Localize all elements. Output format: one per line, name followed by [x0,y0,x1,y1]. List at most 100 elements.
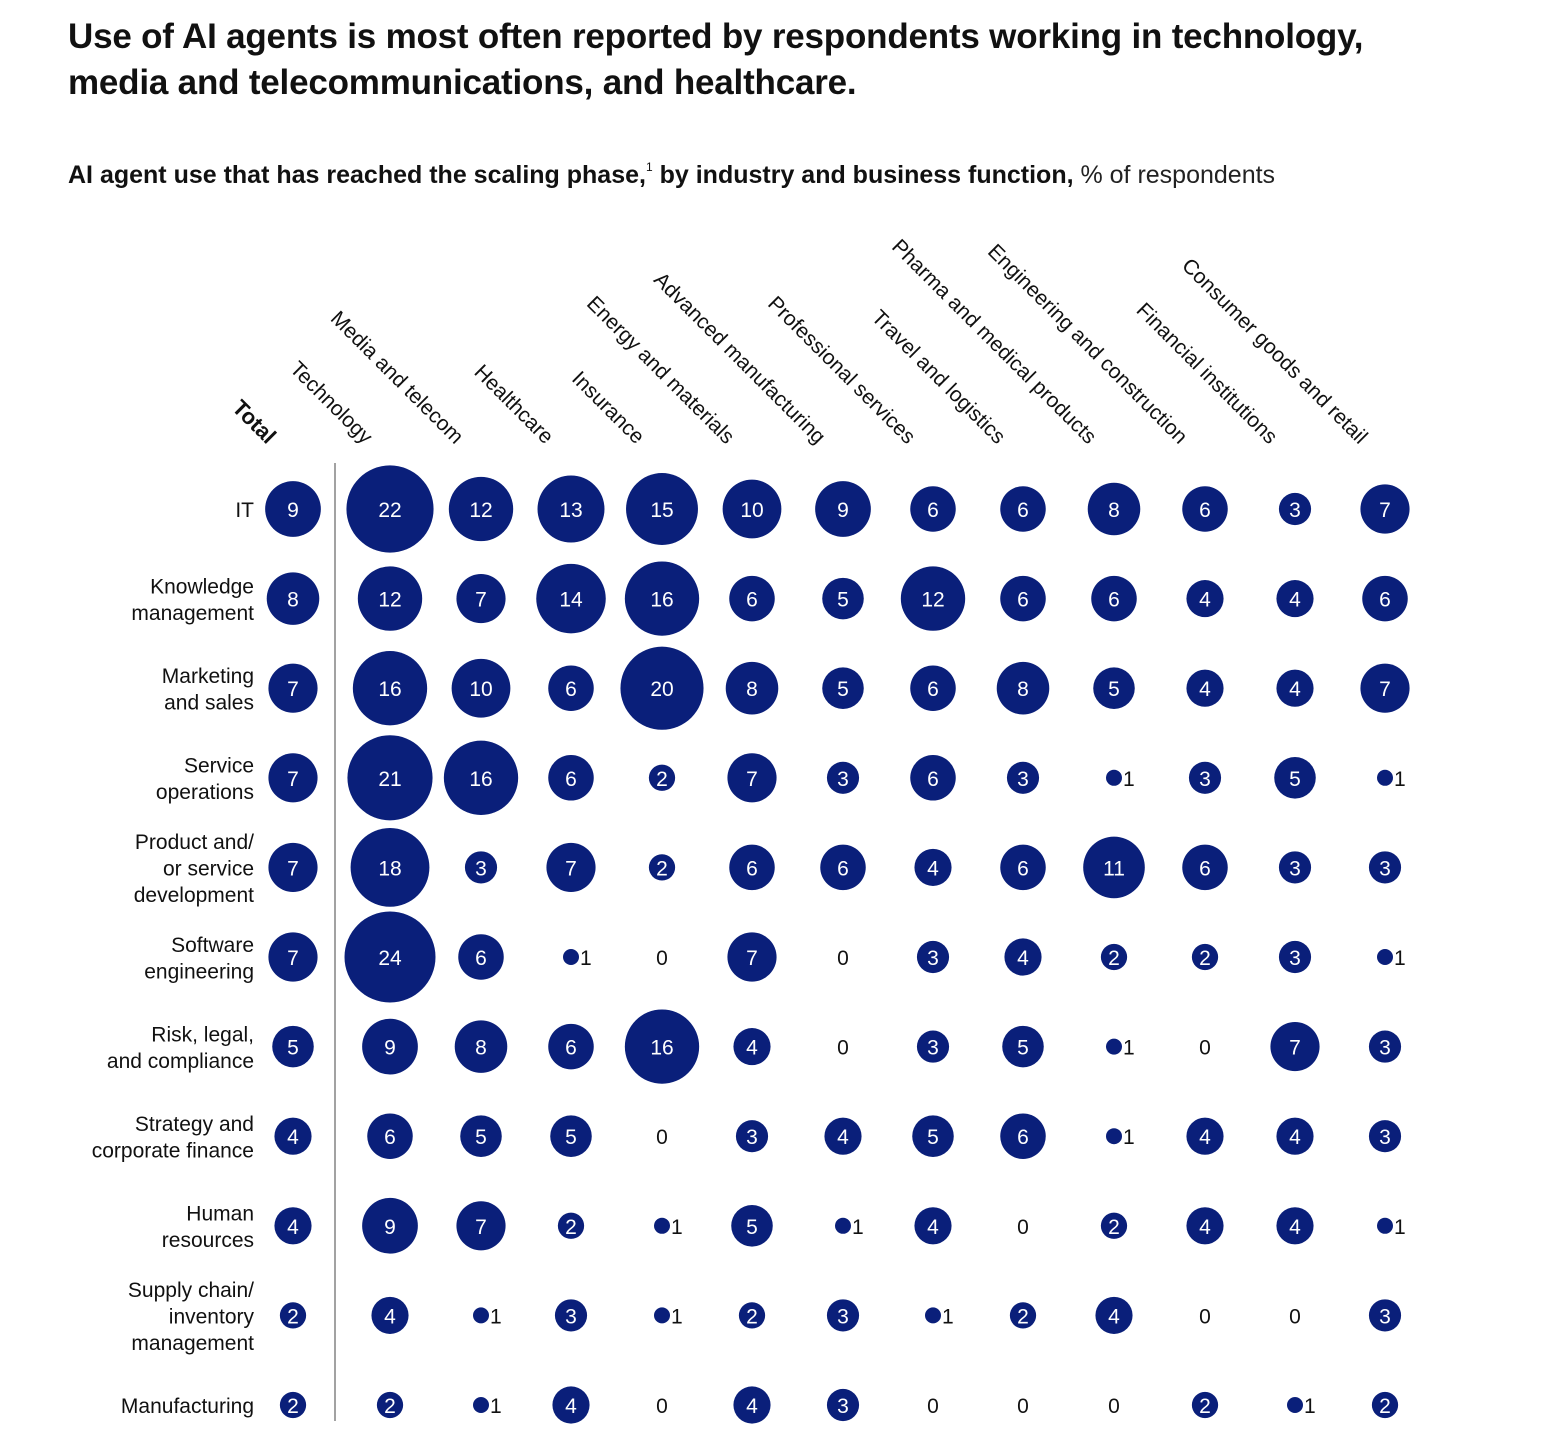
cell-value-it-engineering-and-construction: 6 [1199,499,1211,522]
bubble-supply-chain-inventory-management-advanced-manufacturing [826,1299,860,1332]
cell-value-strategy-and-corporate-finance-healthcare: 5 [565,1126,577,1149]
cell-value-marketing-and-sales-insurance: 20 [650,678,673,701]
bubble-manufacturing-healthcare [552,1386,590,1424]
bubble-knowledge-management-travel-and-logistics [1000,575,1046,622]
cell-value-knowledge-management-professional-services: 12 [921,589,944,612]
cell-value-manufacturing-pharma-and-medical-products: 0 [1108,1395,1120,1418]
bubble-strategy-and-corporate-finance-pharma-and-medical-products [1106,1128,1122,1145]
row-label-line: Service [184,755,254,778]
cell-value-service-operations-pharma-and-medical-products: 1 [1123,768,1135,791]
row-label-line: Marketing [162,665,254,688]
bubble-risk-legal-and-compliance-professional-services [916,1030,950,1063]
bubble-risk-legal-and-compliance-travel-and-logistics [1002,1025,1044,1068]
bubble-risk-legal-and-compliance-healthcare [548,1023,594,1070]
cell-value-manufacturing-media-and-telecom: 1 [490,1395,502,1418]
cell-value-software-engineering-consumer-goods-and-retail: 1 [1394,947,1406,970]
cell-value-marketing-and-sales-healthcare: 6 [565,678,577,701]
row-label-line: inventory [169,1305,255,1328]
cell-value-risk-legal-and-compliance-financial-institutions: 7 [1289,1037,1301,1060]
cell-value-marketing-and-sales-financial-institutions: 4 [1289,678,1301,701]
cell-value-manufacturing-total: 2 [287,1395,299,1418]
cell-value-risk-legal-and-compliance-travel-and-logistics: 5 [1017,1037,1029,1060]
bubble-human-resources-consumer-goods-and-retail [1377,1217,1393,1234]
cell-value-it-consumer-goods-and-retail: 7 [1379,499,1391,522]
cell-value-risk-legal-and-compliance-pharma-and-medical-products: 1 [1123,1037,1135,1060]
cell-value-supply-chain-inventory-management-energy-and-materials: 2 [746,1305,758,1328]
bubble-manufacturing-advanced-manufacturing [826,1388,860,1422]
bubble-risk-legal-and-compliance-pharma-and-medical-products [1106,1038,1122,1055]
cell-value-service-operations-financial-institutions: 5 [1289,768,1301,791]
bubble-manufacturing-financial-institutions [1287,1397,1303,1413]
cell-value-supply-chain-inventory-management-advanced-manufacturing: 3 [837,1305,849,1328]
footnote-marker: 1 [645,160,653,174]
bubble-it-travel-and-logistics [1000,486,1046,532]
row-label-strategy-and-corporate-finance: Strategy and corporate finance [92,1113,254,1163]
cell-value-manufacturing-professional-services: 0 [927,1395,939,1418]
bubble-strategy-and-corporate-finance-professional-services [912,1115,954,1157]
cell-value-marketing-and-sales-pharma-and-medical-products: 5 [1108,678,1120,701]
cell-value-knowledge-management-engineering-and-construction: 4 [1199,589,1211,612]
bubble-marketing-and-sales-energy-and-materials [725,661,779,715]
cell-value-human-resources-total: 4 [287,1216,299,1239]
cell-value-it-travel-and-logistics: 6 [1017,499,1029,522]
bubble-risk-legal-and-compliance-energy-and-materials [733,1028,771,1066]
cell-value-it-media-and-telecom: 12 [469,499,492,522]
chart-title: Use of AI agents is most often reported … [68,17,1364,102]
row-label-risk-legal-and-compliance: Risk, legal, and compliance [107,1023,254,1073]
row-label-line: Human [186,1203,254,1226]
row-label-line: or service [163,857,254,880]
cell-value-knowledge-management-media-and-telecom: 7 [475,589,487,612]
bubble-it-engineering-and-construction [1182,486,1228,532]
cell-value-manufacturing-engineering-and-construction: 2 [1199,1395,1211,1418]
bubble-knowledge-management-consumer-goods-and-retail [1362,575,1408,622]
bubble-human-resources-engineering-and-construction [1186,1207,1224,1245]
cell-value-risk-legal-and-compliance-technology: 9 [384,1037,396,1060]
bubble-product-and-or-service-development-total [268,842,318,892]
bubble-marketing-and-sales-insurance [620,646,704,730]
cell-value-human-resources-consumer-goods-and-retail: 1 [1394,1216,1406,1239]
bubble-software-engineering-travel-and-logistics [1004,938,1042,976]
column-label-advanced-manufacturing: Advanced manufacturing [649,268,830,449]
row-label-line: Strategy and [135,1113,254,1136]
column-label-insurance: Insurance [567,367,648,448]
cell-value-product-and-or-service-development-financial-institutions: 3 [1289,857,1301,880]
bubble-supply-chain-inventory-management-healthcare [554,1299,588,1332]
cell-value-product-and-or-service-development-engineering-and-construction: 6 [1199,857,1211,880]
bubble-strategy-and-corporate-finance-technology [367,1113,413,1159]
bubble-knowledge-management-insurance [624,561,700,636]
cell-value-product-and-or-service-development-consumer-goods-and-retail: 3 [1379,857,1391,880]
bubble-marketing-and-sales-technology [352,651,428,726]
cell-value-product-and-or-service-development-insurance: 2 [656,857,668,880]
row-label-line: corporate finance [92,1139,254,1162]
cell-value-it-healthcare: 13 [559,499,582,522]
cell-value-risk-legal-and-compliance-consumer-goods-and-retail: 3 [1379,1037,1391,1060]
cell-value-marketing-and-sales-travel-and-logistics: 8 [1017,678,1029,701]
bubble-marketing-and-sales-consumer-goods-and-retail [1360,663,1410,713]
bubble-product-and-or-service-development-consumer-goods-and-retail [1368,851,1402,884]
bubble-it-total [265,481,321,537]
bubble-it-professional-services [910,486,956,532]
bubble-strategy-and-corporate-finance-consumer-goods-and-retail [1368,1120,1402,1153]
cell-value-it-financial-institutions: 3 [1289,499,1301,522]
cell-value-supply-chain-inventory-management-engineering-and-construction: 0 [1199,1305,1211,1328]
bubble-marketing-and-sales-advanced-manufacturing [822,667,864,709]
chart-subtitle: AI agent use that has reached the scalin… [68,150,1518,192]
cell-value-strategy-and-corporate-finance-engineering-and-construction: 4 [1199,1126,1211,1149]
cell-value-supply-chain-inventory-management-financial-institutions: 0 [1289,1305,1301,1328]
row-label-supply-chain-inventory-management: Supply chain/inventory management [128,1279,255,1355]
bubble-product-and-or-service-development-professional-services [914,848,952,886]
cell-value-product-and-or-service-development-travel-and-logistics: 6 [1017,857,1029,880]
cell-value-manufacturing-travel-and-logistics: 0 [1017,1395,1029,1418]
bubble-service-operations-engineering-and-construction [1188,761,1222,794]
subtitle-dimension: by industry and business function, [652,161,1074,189]
bubble-software-engineering-pharma-and-medical-products [1100,943,1128,971]
bubble-strategy-and-corporate-finance-financial-institutions [1276,1117,1314,1155]
cell-value-service-operations-total: 7 [287,768,299,791]
cell-value-supply-chain-inventory-management-pharma-and-medical-products: 4 [1108,1305,1120,1328]
cell-value-marketing-and-sales-consumer-goods-and-retail: 7 [1379,678,1391,701]
bubble-marketing-and-sales-healthcare [548,665,594,711]
cell-value-software-engineering-professional-services: 3 [927,947,939,970]
cell-value-product-and-or-service-development-media-and-telecom: 3 [475,857,487,880]
bubble-service-operations-professional-services [910,755,956,801]
bubble-marketing-and-sales-travel-and-logistics [996,661,1050,715]
